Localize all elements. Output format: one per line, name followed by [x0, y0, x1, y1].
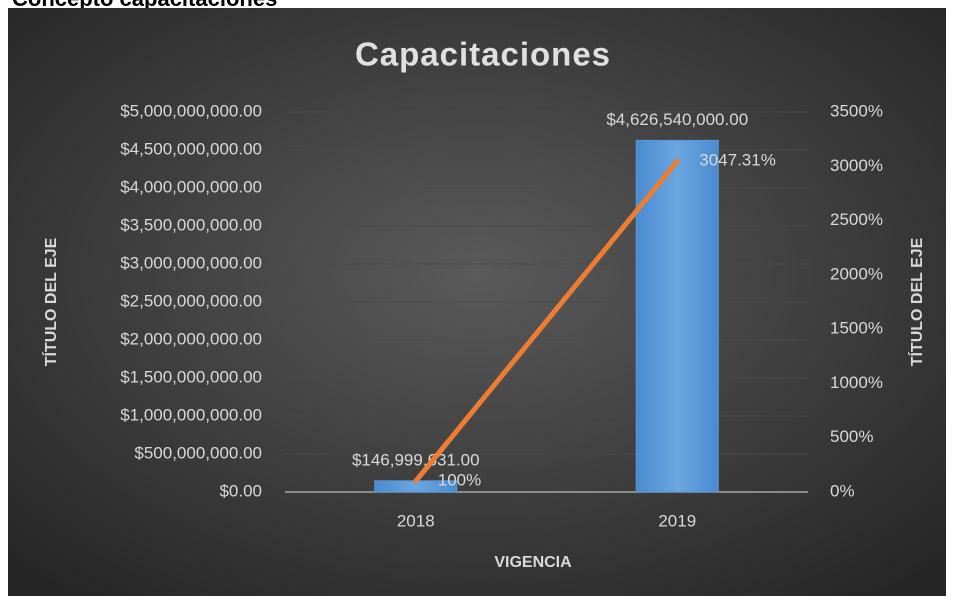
- x-tick-label: 2019: [658, 511, 696, 530]
- y-tick-label: $4,000,000,000.00: [120, 177, 262, 196]
- y2-tick-label: 500%: [830, 427, 873, 446]
- page-header: Concepto capacitaciones: [12, 0, 277, 12]
- y-tick-label: $2,500,000,000.00: [120, 291, 262, 310]
- line: [413, 158, 680, 484]
- y2-tick-label: 2000%: [830, 264, 883, 283]
- line-value-label: 100%: [438, 471, 481, 490]
- x-tick-label: 2018: [397, 511, 435, 530]
- chart-title: Capacitaciones: [355, 36, 611, 73]
- bar-value-label: $146,999,631.00: [352, 450, 480, 469]
- x-axis-title: VIGENCIA: [494, 554, 572, 571]
- y2-tick-label: 2500%: [830, 210, 883, 229]
- y2-tick-label: 1000%: [830, 373, 883, 392]
- y-tick-label: $0.00: [219, 481, 262, 500]
- bar-value-label: $4,626,540,000.00: [606, 110, 748, 129]
- y-axis-title: TÍTULO DEL EJE: [41, 237, 60, 366]
- y-tick-label: $1,000,000,000.00: [120, 405, 262, 424]
- line-value-label: 3047.31%: [699, 151, 776, 170]
- y2-axis-title: TÍTULO DEL EJE: [907, 237, 926, 366]
- y2-tick-label: 0%: [830, 481, 855, 500]
- y-tick-label: $4,500,000,000.00: [120, 139, 262, 158]
- y2-tick-label: 1500%: [830, 319, 883, 338]
- y-tick-label: $5,000,000,000.00: [120, 101, 262, 120]
- y-tick-label: $500,000,000.00: [134, 443, 262, 462]
- y2-tick-label: 3500%: [830, 101, 883, 120]
- y-tick-label: $2,000,000,000.00: [120, 329, 262, 348]
- y-tick-label: $3,500,000,000.00: [120, 215, 262, 234]
- y-tick-label: $1,500,000,000.00: [120, 367, 262, 386]
- y-tick-label: $3,000,000,000.00: [120, 253, 262, 272]
- bar: [635, 139, 719, 493]
- y2-tick-label: 3000%: [830, 156, 883, 175]
